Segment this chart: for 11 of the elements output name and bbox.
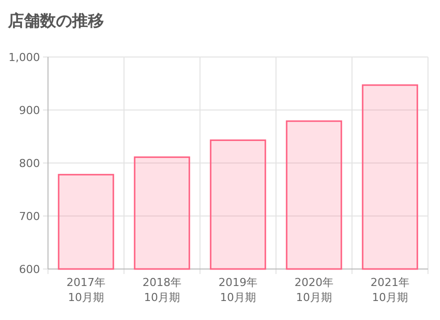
y-tick-label: 600 xyxy=(19,263,40,276)
y-tick-label: 1,000 xyxy=(8,51,40,64)
chart-title: 店舗数の推移 xyxy=(7,11,104,30)
y-tick-label: 700 xyxy=(19,210,40,223)
x-tick-label: 2018年 10月期 xyxy=(142,276,182,304)
x-tick-label: 2020年 10月期 xyxy=(294,276,334,304)
x-tick-label: 2017年 10月期 xyxy=(66,276,106,304)
y-tick-label: 800 xyxy=(19,157,40,170)
x-tick-label: 2021年 10月期 xyxy=(370,276,410,304)
y-tick-label: 900 xyxy=(19,104,40,117)
x-tick-label: 2019年 10月期 xyxy=(218,276,258,304)
